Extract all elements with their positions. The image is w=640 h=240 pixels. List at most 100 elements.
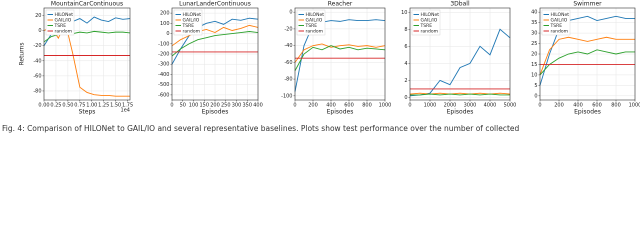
x-tick-label: 600 [592, 103, 602, 109]
x-tick-label: 50 [180, 103, 186, 109]
y-tick-label: 100 [160, 21, 170, 27]
y-tick-label: 0 [166, 31, 169, 37]
x-axis-label: Steps [79, 109, 96, 116]
chart-title: MountainCarContinuous [51, 1, 123, 8]
x-tick-label: 200 [554, 103, 564, 109]
legend-label: HILONet [551, 12, 570, 18]
series-line [539, 36, 635, 76]
y-tick-label: 10 [531, 72, 537, 78]
legend-label: random [421, 29, 438, 35]
x-tick-label: 1.75 [122, 103, 133, 109]
y-tick-label: -600 [158, 92, 169, 98]
legend-label: HILONet [306, 12, 325, 18]
x-tick-label: 1.25 [98, 103, 109, 109]
y-tick-label: 6 [404, 44, 407, 50]
y-tick-label: -100 [281, 93, 292, 99]
x-tick-label: 100 [189, 103, 199, 109]
legend-label: random [306, 29, 323, 35]
x-tick-label: 0.50 [62, 103, 73, 109]
figure: Fig. 4: Comparison of HILONet to GAIL/IO… [2, 1, 640, 134]
y-tick-label: 200 [160, 11, 170, 17]
x-tick-label: 0 [170, 103, 173, 109]
x-tick-label: 800 [362, 103, 372, 109]
y-tick-label: -500 [158, 82, 169, 88]
x-tick-label: 350 [242, 103, 252, 109]
y-tick-label: -400 [158, 72, 169, 78]
plot-frame [539, 7, 636, 101]
x-axis-label: Episodes [327, 109, 354, 116]
y-tick-label: 10 [401, 10, 407, 16]
x-tick-label: 400 [573, 103, 583, 109]
legend-label: TSRE [420, 23, 433, 29]
y-tick-label: 2 [404, 78, 407, 84]
x-tick-label: 1.50 [110, 103, 121, 109]
chart-title: Swimmer [573, 1, 602, 8]
x-tick-label: 400 [326, 103, 336, 109]
y-tick-label: 0 [404, 95, 407, 101]
x-tick-label: 800 [611, 103, 621, 109]
x-tick-label: 400 [253, 103, 263, 109]
series-line [171, 24, 259, 47]
x-axis-label: Episodes [447, 109, 474, 116]
series-line [409, 92, 511, 95]
y-tick-label: 15 [531, 62, 537, 68]
legend-label: random [55, 29, 72, 35]
x-tick-label: 1000 [379, 103, 392, 109]
y-tick-label: -40 [284, 43, 292, 49]
y-tick-label: 0 [534, 93, 537, 99]
x-tick-label: 1000 [629, 103, 640, 109]
legend-label: HILONet [421, 12, 440, 18]
caption: Fig. 4: Comparison of HILONet to GAIL/IO… [2, 124, 519, 133]
legend-label: TSRE [182, 23, 195, 29]
y-tick-label: -200 [158, 52, 169, 58]
x-tick-label: 0 [408, 103, 411, 109]
y-tick-label: 0 [38, 28, 41, 34]
series-line [294, 43, 386, 63]
x-tick-label: 2000 [444, 103, 457, 109]
chart-title: LunarLanderContinuous [179, 1, 251, 8]
y-tick-label: 20 [35, 13, 41, 19]
x-tick-label: 4000 [484, 103, 497, 109]
legend-label: TSRE [54, 23, 67, 29]
x-tick-label: 0 [538, 103, 541, 109]
series-line [294, 45, 386, 71]
x-tick-label: 200 [210, 103, 220, 109]
y-tick-label: 8 [404, 27, 407, 33]
x-tick-label: 0.00 [38, 103, 49, 109]
series-line [43, 21, 130, 97]
legend-label: GAIL/IO [306, 18, 323, 24]
x-axis-label: Episodes [574, 109, 601, 116]
legend-label: HILONet [55, 12, 74, 18]
legend-label: TSRE [305, 23, 318, 29]
series-line [171, 17, 259, 65]
series-line [539, 49, 635, 76]
x-tick-label: 1000 [424, 103, 437, 109]
y-axis-label: Returns [19, 42, 26, 65]
x-tick-label: 3000 [464, 103, 477, 109]
y-tick-label: -80 [33, 88, 41, 94]
legend-label: GAIL/IO [183, 18, 200, 24]
plot-frame [171, 7, 259, 101]
series-line [171, 31, 259, 57]
y-tick-label: -40 [33, 58, 41, 64]
x-tick-label: 1.00 [86, 103, 97, 109]
y-tick-label: -20 [284, 26, 292, 32]
plot-frame [409, 7, 511, 101]
x-tick-label: 300 [232, 103, 242, 109]
x-offset-label: 1e4 [121, 108, 130, 114]
chart-title: Reacher [328, 1, 353, 8]
chart-title: 3Dball [450, 1, 470, 8]
y-tick-label: -300 [158, 62, 169, 68]
legend-label: TSRE [550, 23, 563, 29]
x-tick-label: 5000 [504, 103, 517, 109]
y-tick-label: -20 [33, 43, 41, 49]
y-tick-label: 0 [289, 10, 292, 16]
legend-label: GAIL/IO [551, 18, 568, 24]
x-tick-label: 0.75 [74, 103, 85, 109]
legend-label: GAIL/IO [421, 18, 438, 24]
legend-label: random [551, 29, 568, 35]
y-tick-label: 35 [531, 20, 537, 26]
x-tick-label: 200 [308, 103, 318, 109]
y-tick-label: 30 [531, 31, 537, 37]
y-tick-label: 4 [404, 61, 407, 67]
